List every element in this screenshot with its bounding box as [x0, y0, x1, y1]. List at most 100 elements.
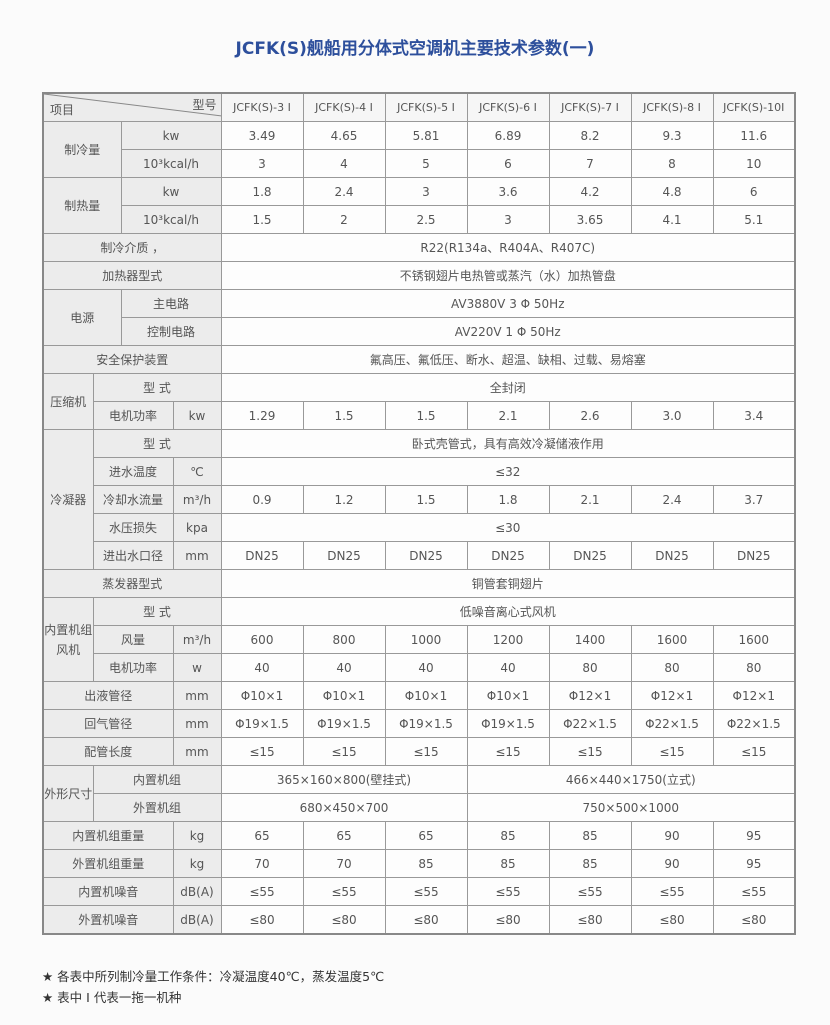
row-label-cell: mm	[172, 541, 222, 570]
value-cell: 800	[302, 625, 386, 654]
row-label-cell: 进水温度	[92, 457, 174, 486]
value-cell: 70	[302, 849, 386, 878]
row-label-cell: mm	[172, 681, 222, 710]
row-label-cell: 外置机组重量	[42, 849, 174, 878]
value-cell: ≤15	[548, 737, 632, 766]
table-row: 压缩机型 式全封闭	[42, 373, 796, 430]
value-cell: ≤15	[466, 737, 550, 766]
value-cell: 3.7	[712, 485, 796, 514]
value-cell: 95	[712, 821, 796, 850]
value-cell: 1.8	[220, 177, 304, 206]
value-cell: 2.1	[548, 485, 632, 514]
value-cell: ≤80	[384, 905, 468, 935]
row-label-cell: m³/h	[172, 625, 222, 654]
value-cell: 3.6	[466, 177, 550, 206]
value-cell: ≤80	[220, 905, 304, 935]
row-label-cell: 出液管径	[42, 681, 174, 710]
row-label-cell: 电机功率	[92, 653, 174, 682]
row-label-cell: 制热量	[42, 177, 122, 234]
header-model-label: 型号	[192, 98, 217, 112]
table-row: 水压损失 kpa ≤30	[43, 513, 796, 542]
value-cell: Φ22×1.5	[548, 709, 632, 738]
table-row: 电机功率 kw 1.29 1.5 1.5 2.1 2.6 3.0 3.4	[43, 401, 796, 430]
table-row: 外置机组重量 kg 70 70 85 85 85 90 95	[42, 849, 796, 878]
value-cell: ≤80	[548, 905, 632, 935]
value-cell: 466×440×1750(立式)	[466, 765, 796, 794]
value-cell: 5.81	[384, 121, 468, 150]
value-cell: AV3880V 3 Φ 50Hz	[220, 289, 796, 318]
value-cell: 70	[220, 849, 304, 878]
value-cell: 80	[712, 653, 796, 682]
table-row: 制冷介质 ， R22(R134a、R404A、R407C)	[42, 233, 796, 262]
model-column-header: JCFK(S)-5 I	[384, 92, 468, 122]
value-cell: 4.65	[302, 121, 386, 150]
table-row: 外置机噪音 dB(A) ≤80 ≤80 ≤80 ≤80 ≤80 ≤80 ≤80	[42, 905, 796, 935]
value-cell: ≤80	[466, 905, 550, 935]
value-cell: 40	[302, 653, 386, 682]
table-row: 蒸发器型式 铜管套铜翅片	[42, 569, 796, 598]
value-cell: ≤32	[220, 457, 796, 486]
row-label-cell: 配管长度	[42, 737, 174, 766]
row-label-cell: 水压损失	[92, 513, 174, 542]
row-label-cell: 进出水口径	[92, 541, 174, 570]
table-row: 控制电路 AV220V 1 Φ 50Hz	[43, 317, 796, 346]
model-column-header: JCFK(S)-10I	[712, 92, 796, 122]
row-label-cell: 外形尺寸	[42, 765, 94, 822]
value-cell: R22(R134a、R404A、R407C)	[220, 233, 796, 262]
value-cell: ≤15	[220, 737, 304, 766]
table-row: 电源 主电路 AV3880V 3 Φ 50Hz	[42, 289, 796, 346]
row-label-cell: 型 式	[92, 373, 222, 402]
value-cell: Φ19×1.5	[384, 709, 468, 738]
row-label-cell: 内置机组重量	[42, 821, 174, 850]
row-label-cell: 风量	[92, 625, 174, 654]
row-label-cell: 蒸发器型式	[42, 569, 222, 598]
footnotes: ★ 各表中所列制冷量工作条件：冷凝温度40℃，蒸发温度5℃ ★ 表中 I 代表一…	[42, 966, 384, 1008]
value-cell: 2.6	[548, 401, 632, 430]
table-row: 制热量 kw 1.8 2.4 3 3.6 4.2 4.8 6	[42, 177, 796, 234]
value-cell: ≤55	[220, 877, 304, 906]
value-cell: DN25	[220, 541, 304, 570]
value-cell: 1.5	[220, 205, 304, 234]
value-cell: 85	[466, 821, 550, 850]
row-label-cell: 10³kcal/h	[120, 205, 222, 234]
value-cell: ≤55	[630, 877, 714, 906]
value-cell: 8	[630, 149, 714, 178]
value-cell: DN25	[630, 541, 714, 570]
value-cell: 6	[466, 149, 550, 178]
value-cell: 9.3	[630, 121, 714, 150]
value-cell: 3	[384, 177, 468, 206]
value-cell: ≤55	[384, 877, 468, 906]
value-cell: 680×450×700	[220, 793, 468, 822]
row-label-cell: 压缩机	[42, 373, 94, 430]
value-cell: 4.2	[548, 177, 632, 206]
table-row: 回气管径 mm Φ19×1.5 Φ19×1.5 Φ19×1.5 Φ19×1.5 Φ22×1.…	[42, 709, 796, 738]
row-label-cell: dB(A)	[172, 877, 222, 906]
value-cell: Φ12×1	[630, 681, 714, 710]
table-row: 内置机组风机型 式低噪音离心式风机	[42, 597, 796, 682]
value-cell: 3.65	[548, 205, 632, 234]
value-cell: ≤15	[630, 737, 714, 766]
value-cell: ≤55	[548, 877, 632, 906]
row-label-cell: ℃	[172, 457, 222, 486]
spec-table: 项目 型号 JCFK(S)-3 I JCFK(S)-4 I JCFK(S)-5 I JCF…	[42, 92, 796, 935]
row-label-cell: 控制电路	[120, 317, 222, 346]
value-cell: 1600	[712, 625, 796, 654]
row-label-cell: 主电路	[120, 289, 222, 318]
model-column-header: JCFK(S)-3 I	[220, 92, 304, 122]
value-cell: 2.5	[384, 205, 468, 234]
value-cell: 40	[384, 653, 468, 682]
value-cell: ≤55	[466, 877, 550, 906]
value-cell: 90	[630, 821, 714, 850]
value-cell: 65	[220, 821, 304, 850]
value-cell: ≤55	[302, 877, 386, 906]
value-cell: 4.1	[630, 205, 714, 234]
value-cell: DN25	[712, 541, 796, 570]
value-cell: 6	[712, 177, 796, 206]
value-cell: 3	[466, 205, 550, 234]
table-row: 10³kcal/h 1.5 2 2.5 3 3.65 4.1 5.1	[43, 205, 796, 234]
value-cell: DN25	[302, 541, 386, 570]
row-label-cell: 回气管径	[42, 709, 174, 738]
row-label-cell: 加热器型式	[42, 261, 222, 290]
value-cell: DN25	[548, 541, 632, 570]
row-label-cell: 安全保护装置	[42, 345, 222, 374]
